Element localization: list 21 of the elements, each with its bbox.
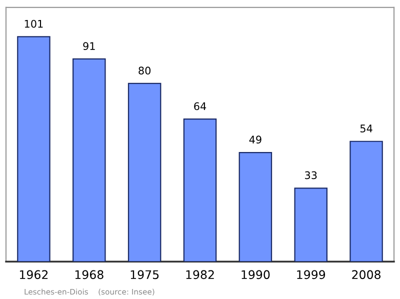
x-tick-label: 1982 (186, 270, 214, 280)
data-label: 64 (194, 102, 206, 110)
x-tick-label: 2008 (352, 270, 380, 280)
x-tick-label: 1990 (242, 270, 270, 280)
bar (72, 58, 106, 262)
data-label: 33 (305, 171, 317, 180)
x-tick-label: 1999 (297, 270, 326, 280)
data-label: 91 (83, 42, 95, 50)
data-label: 101 (24, 20, 43, 28)
data-label: 49 (249, 136, 262, 144)
bar (128, 82, 162, 262)
bar (294, 188, 328, 262)
bar (238, 152, 272, 262)
x-tick-label: 1968 (75, 270, 104, 280)
bar (183, 118, 217, 262)
x-tick-label: 1975 (130, 270, 159, 280)
bar (350, 140, 383, 262)
data-label: 54 (360, 124, 372, 132)
bar (17, 36, 50, 262)
x-tick-label: 1962 (20, 270, 48, 280)
data-label: 80 (138, 66, 151, 75)
